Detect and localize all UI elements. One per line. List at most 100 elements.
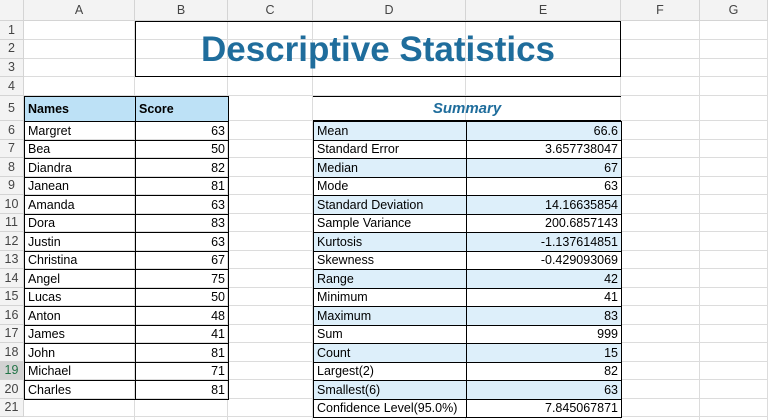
row-header[interactable]: 13 (0, 250, 24, 269)
stat-label[interactable]: Standard Error (313, 139, 467, 159)
stat-value[interactable]: 3.657738047 (466, 139, 622, 159)
row-header[interactable]: 3 (0, 58, 24, 78)
row-header[interactable]: 18 (0, 343, 24, 362)
stat-value[interactable]: 14.16635854 (466, 195, 622, 215)
column-header[interactable]: E (466, 0, 621, 21)
stat-value[interactable]: 83 (466, 306, 622, 326)
name[interactable]: Angel (24, 269, 136, 289)
row-header[interactable]: 1 (0, 21, 24, 40)
stat-value[interactable]: 66.6 (466, 121, 622, 141)
row-header[interactable]: 6 (0, 121, 24, 140)
table-header[interactable]: Names (24, 96, 136, 122)
name[interactable]: Anton (24, 306, 136, 326)
gridline (312, 0, 313, 420)
stat-label[interactable]: Smallest(6) (313, 380, 467, 400)
row-header[interactable]: 5 (0, 96, 24, 121)
stat-value[interactable]: 999 (466, 324, 622, 344)
score[interactable]: 41 (135, 324, 229, 344)
score[interactable]: 81 (135, 176, 229, 196)
name[interactable]: Justin (24, 232, 136, 252)
corner (0, 0, 24, 21)
stat-value[interactable]: 41 (466, 287, 622, 307)
name[interactable]: James (24, 324, 136, 344)
stat-label[interactable]: Skewness (313, 250, 467, 270)
name[interactable]: Janean (24, 176, 136, 196)
stat-label[interactable]: Mode (313, 176, 467, 196)
stat-label[interactable]: Sample Variance (313, 213, 467, 233)
stat-label[interactable]: Largest(2) (313, 361, 467, 381)
row-header[interactable]: 9 (0, 176, 24, 195)
gridline (0, 57, 768, 59)
score[interactable]: 63 (135, 195, 229, 215)
name[interactable]: Charles (24, 380, 136, 400)
stat-label[interactable]: Range (313, 269, 467, 289)
name[interactable]: Michael (24, 361, 136, 381)
row-header[interactable]: 19 (0, 361, 24, 380)
column-header[interactable]: C (228, 0, 313, 21)
row-header[interactable]: 8 (0, 158, 24, 177)
stat-value[interactable]: 42 (466, 269, 622, 289)
stat-label[interactable]: Kurtosis (313, 232, 467, 252)
score[interactable]: 75 (135, 269, 229, 289)
score[interactable]: 50 (135, 139, 229, 159)
row-header[interactable]: 16 (0, 306, 24, 325)
stat-label[interactable]: Mean (313, 121, 467, 141)
stat-value[interactable]: -1.137614851 (466, 232, 622, 252)
gridline (699, 0, 700, 420)
column-header[interactable]: D (313, 0, 466, 21)
stat-value[interactable]: 63 (466, 176, 622, 196)
column-header[interactable]: F (621, 0, 700, 21)
stat-label[interactable]: Median (313, 158, 467, 178)
row-header[interactable]: 10 (0, 195, 24, 214)
score[interactable]: 48 (135, 306, 229, 326)
score[interactable]: 63 (135, 121, 229, 141)
gridline (0, 38, 768, 40)
name[interactable]: Christina (24, 250, 136, 270)
stat-label[interactable]: Sum (313, 324, 467, 344)
name[interactable]: Dora (24, 213, 136, 233)
name[interactable]: Bea (24, 139, 136, 159)
row-header[interactable]: 12 (0, 232, 24, 251)
stat-value[interactable]: 7.845067871 (466, 398, 622, 418)
name[interactable]: Margret (24, 121, 136, 141)
stat-value[interactable]: 15 (466, 343, 622, 363)
stat-value[interactable]: 63 (466, 380, 622, 400)
stat-value[interactable]: 67 (466, 158, 622, 178)
gridline (134, 0, 135, 420)
score[interactable]: 81 (135, 343, 229, 363)
stat-label[interactable]: Count (313, 343, 467, 363)
score[interactable]: 67 (135, 250, 229, 270)
row-header[interactable]: 11 (0, 213, 24, 232)
column-header[interactable]: G (700, 0, 768, 21)
stat-label[interactable]: Standard Deviation (313, 195, 467, 215)
row-header[interactable]: 2 (0, 39, 24, 59)
row-header[interactable]: 21 (0, 398, 24, 417)
name[interactable]: Lucas (24, 287, 136, 307)
stat-value[interactable]: -0.429093069 (466, 250, 622, 270)
row-header[interactable]: 17 (0, 324, 24, 343)
stat-label[interactable]: Confidence Level(95.0%) (313, 398, 467, 418)
stat-label[interactable]: Minimum (313, 287, 467, 307)
score[interactable]: 63 (135, 232, 229, 252)
gridline (227, 0, 228, 420)
row-header[interactable]: 20 (0, 380, 24, 399)
score[interactable]: 83 (135, 213, 229, 233)
stat-value[interactable]: 82 (466, 361, 622, 381)
row-header[interactable]: 15 (0, 287, 24, 306)
name[interactable]: Amanda (24, 195, 136, 215)
stat-value[interactable]: 200.6857143 (466, 213, 622, 233)
column-header[interactable]: A (24, 0, 135, 21)
row-header[interactable]: 7 (0, 139, 24, 158)
name[interactable]: Diandra (24, 158, 136, 178)
score[interactable]: 81 (135, 380, 229, 400)
score[interactable]: 82 (135, 158, 229, 178)
score[interactable]: 50 (135, 287, 229, 307)
score[interactable]: 71 (135, 361, 229, 381)
column-header[interactable]: B (135, 0, 228, 21)
table-header[interactable]: Score (135, 96, 229, 122)
row-header[interactable]: 4 (0, 77, 24, 96)
name[interactable]: John (24, 343, 136, 363)
row-header[interactable]: 14 (0, 269, 24, 288)
stat-label[interactable]: Maximum (313, 306, 467, 326)
